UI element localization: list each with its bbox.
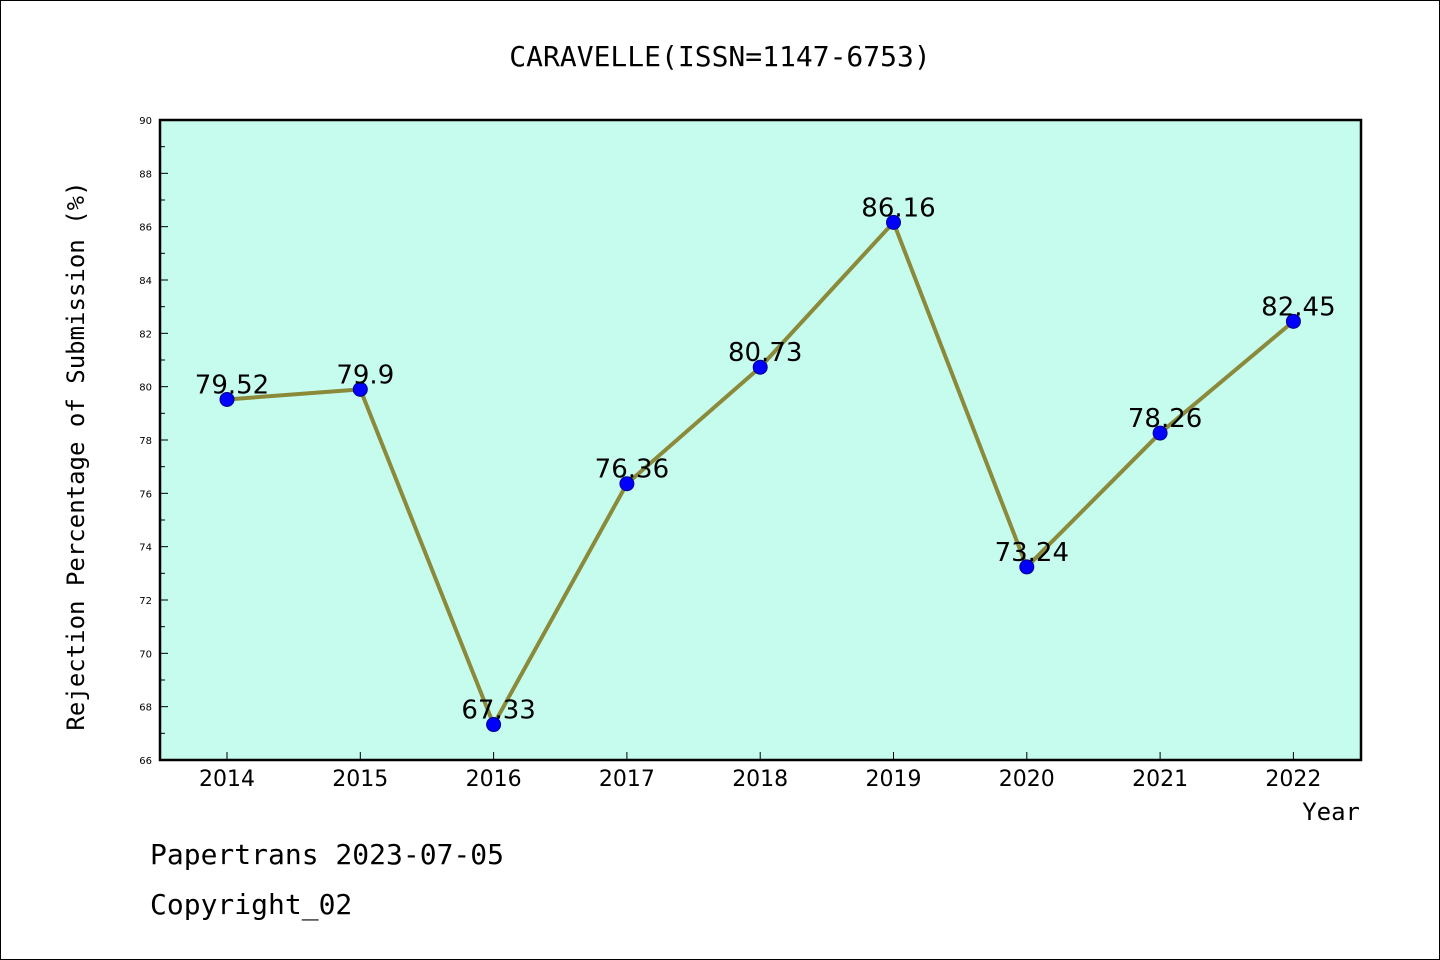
data-point <box>619 476 635 492</box>
data-label: 78.26 <box>1128 404 1202 434</box>
y-axis-label: Rejection Percentage of Submission (%) <box>62 181 90 730</box>
y-tick-label: 90 <box>139 116 152 127</box>
data-point <box>352 381 368 397</box>
data-point <box>1019 559 1035 575</box>
data-point <box>486 717 502 733</box>
footer-copyright: Copyright_02 <box>150 888 352 922</box>
data-point <box>752 359 768 375</box>
y-tick-label: 84 <box>139 276 152 287</box>
y-tick-label: 66 <box>139 756 152 767</box>
y-tick-label: 78 <box>139 436 152 447</box>
y-tick-label: 82 <box>139 329 152 340</box>
data-label: 86.16 <box>861 193 935 223</box>
x-tick-label: 2017 <box>599 767 655 792</box>
plot-area <box>158 118 1363 762</box>
y-tick-label: 68 <box>139 703 152 714</box>
x-tick-label: 2015 <box>332 767 388 792</box>
x-tick-label: 2022 <box>1265 767 1321 792</box>
data-point <box>219 391 235 407</box>
x-tick-label: 2016 <box>466 767 522 792</box>
x-tick-label: 2018 <box>732 767 788 792</box>
data-label: 82.45 <box>1261 292 1335 322</box>
x-axis-label: Year <box>1302 798 1360 826</box>
data-point <box>1152 425 1168 441</box>
chart-title: CARAVELLE(ISSN=1147-6753) <box>509 40 930 73</box>
data-label: 79.9 <box>336 360 394 390</box>
y-tick-label: 76 <box>139 489 152 500</box>
data-label: 73.24 <box>995 538 1069 568</box>
y-tick-label: 86 <box>139 223 152 234</box>
data-label: 79.52 <box>195 370 269 400</box>
y-tick-label: 74 <box>139 543 152 554</box>
data-point <box>886 214 901 230</box>
x-tick-label: 2019 <box>866 767 922 792</box>
y-tick-label: 70 <box>139 649 152 660</box>
data-label: 76.36 <box>595 455 669 485</box>
y-tick-label: 88 <box>139 169 152 180</box>
x-tick-label: 2021 <box>1132 767 1188 792</box>
y-tick-label: 80 <box>139 383 152 394</box>
x-tick-label: 2020 <box>999 767 1055 792</box>
footer-date: Papertrans 2023-07-05 <box>150 838 504 871</box>
y-tick-label: 72 <box>139 596 152 607</box>
data-label: 80.73 <box>728 338 802 368</box>
data-label: 67.33 <box>461 696 535 726</box>
x-tick-label: 2014 <box>199 767 255 792</box>
data-point <box>1285 313 1301 329</box>
